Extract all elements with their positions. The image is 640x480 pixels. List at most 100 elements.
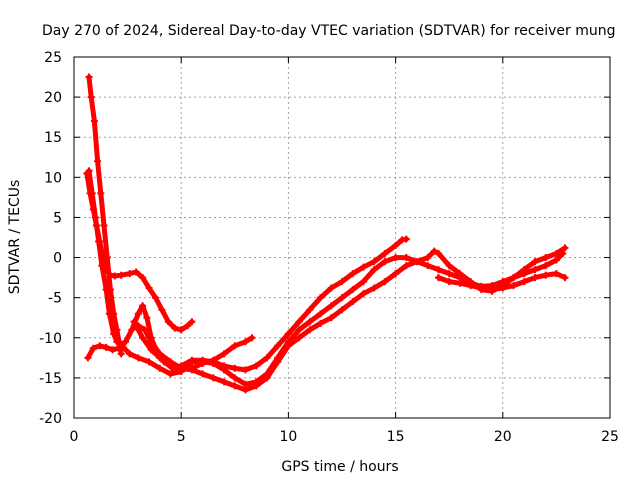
data-point (85, 167, 93, 175)
data-point (166, 362, 174, 370)
data-point (111, 272, 119, 280)
data-point (147, 338, 155, 346)
y-tick-label: 20 (44, 90, 62, 106)
data-point (274, 342, 282, 350)
x-axis-label: GPS time / hours (281, 459, 398, 475)
data-point (147, 346, 155, 354)
data-point (231, 382, 239, 390)
data-point (445, 270, 453, 278)
data-point (130, 318, 138, 326)
data-point (542, 271, 550, 279)
data-point (143, 314, 151, 322)
data-point (109, 346, 117, 354)
data-point (209, 374, 217, 382)
data-point (306, 326, 314, 334)
data-point (90, 117, 98, 125)
data-point (317, 310, 325, 318)
data-point (164, 318, 172, 326)
data-point (177, 366, 185, 374)
data-point (392, 242, 400, 250)
data-point (126, 350, 134, 358)
data-point (188, 364, 196, 372)
x-tick-label: 25 (601, 429, 619, 445)
series-track-5 (134, 244, 569, 394)
data-point (132, 268, 140, 276)
data-point (295, 318, 303, 326)
data-point (477, 284, 485, 292)
data-point (284, 342, 292, 350)
data-point (359, 278, 367, 286)
data-point (531, 258, 539, 266)
x-tick-labels: 0 5 10 15 20 25 (70, 429, 619, 445)
data-point (542, 262, 550, 270)
data-point (402, 262, 410, 270)
data-point (220, 350, 228, 358)
data-point (134, 354, 142, 362)
x-tick-label: 5 (177, 429, 186, 445)
data-point (520, 266, 528, 274)
data-point (434, 266, 442, 274)
data-point (188, 356, 196, 364)
data-point (561, 274, 569, 282)
data-point (128, 326, 136, 334)
y-tick-label: 25 (44, 50, 62, 66)
y-tick-label: 5 (53, 210, 62, 226)
data-point (402, 254, 410, 262)
data-point (145, 358, 153, 366)
y-tick-label: -20 (39, 411, 62, 427)
data-point (531, 274, 539, 282)
data-point (327, 284, 335, 292)
data-point (117, 350, 125, 358)
data-point (98, 262, 106, 270)
y-tick-labels: -20 -15 -10 -5 0 5 10 15 20 25 (39, 50, 62, 427)
data-point (349, 286, 357, 294)
data-point (510, 274, 518, 282)
y-tick-label: 0 (53, 251, 62, 267)
data-point (113, 338, 121, 346)
data-point (158, 306, 166, 314)
data-point (531, 266, 539, 274)
y-tick-label: -15 (39, 371, 62, 387)
data-point (402, 235, 410, 243)
grid (74, 57, 610, 418)
data-point (248, 334, 256, 342)
data-point (392, 254, 400, 262)
data-point (430, 247, 438, 255)
data-point (242, 366, 250, 374)
data-point (252, 382, 260, 390)
data-point (359, 263, 367, 271)
data-point (359, 290, 367, 298)
data-point (327, 314, 335, 322)
plot-frame (73, 56, 611, 419)
data-point (91, 213, 99, 221)
data-point (96, 342, 104, 350)
data-point (370, 266, 378, 274)
data-point (134, 310, 142, 318)
data-point (110, 330, 118, 338)
data-point (306, 318, 314, 326)
data-point (338, 306, 346, 314)
data-point (263, 374, 271, 382)
y-tick-label: -5 (48, 291, 62, 307)
data-point (121, 338, 129, 346)
chart-title: Day 270 of 2024, Sidereal Day-to-day VTE… (42, 23, 616, 39)
data-point (100, 221, 108, 229)
data-point (209, 356, 217, 364)
data-point (445, 278, 453, 286)
data-point (381, 258, 389, 266)
data-point (467, 282, 475, 290)
data-point (166, 370, 174, 378)
data-point (156, 354, 164, 362)
data-point (139, 334, 147, 342)
data-point (242, 386, 250, 394)
data-point (327, 302, 335, 310)
data-point (370, 258, 378, 266)
y-tick-label: 15 (44, 130, 62, 146)
data-series (83, 73, 569, 394)
x-tick-label: 10 (279, 429, 297, 445)
data-point (84, 354, 92, 362)
data-point (139, 302, 147, 310)
data-point (499, 284, 507, 292)
data-point (87, 93, 95, 101)
